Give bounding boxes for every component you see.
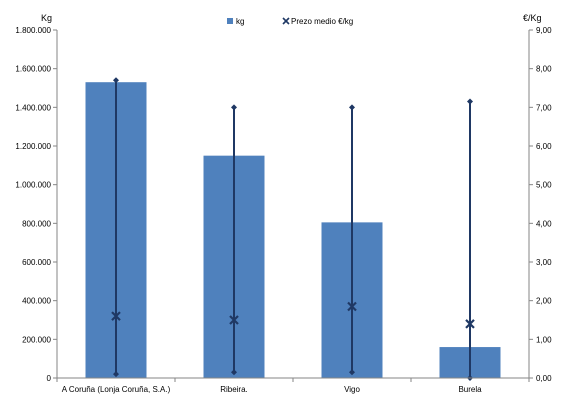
y-tick-label: 400.000: [22, 297, 51, 306]
price-max-marker: [349, 104, 355, 111]
y-tick-label: 1.200.000: [15, 142, 51, 151]
bars: [85, 82, 501, 378]
y2-axis-title: €/Kg: [523, 13, 542, 23]
price-max-marker: [467, 98, 473, 105]
y-axis-ticks: 0 200.000 400.000 600.000 800.000 1.000.000 1.…: [15, 26, 57, 383]
x-tick-label: Vigo: [344, 385, 360, 394]
y-tick-label: 1.000.000: [15, 181, 51, 190]
y-tick-label: 0: [47, 374, 52, 383]
axes: [56, 30, 530, 379]
y2-tick-label: 2,00: [536, 297, 552, 306]
x-tick-label: Ribeira.: [220, 385, 248, 394]
price-min-marker: [113, 371, 119, 378]
price-average-marker: [111, 311, 121, 321]
y2-tick-label: 5,00: [536, 181, 552, 190]
y2-tick-label: 1,00: [536, 335, 552, 344]
price-max-marker: [113, 77, 119, 84]
x-tick-label: Burela: [458, 385, 482, 394]
y-tick-label: 1.400.000: [15, 103, 51, 112]
price-average-marker: [465, 319, 475, 329]
legend-label-price: Prezo medio €/kg: [291, 17, 353, 26]
y2-tick-label: 8,00: [536, 65, 552, 74]
legend: kg Prezo medio €/kg: [227, 17, 353, 26]
x-tick-label: A Coruña (Lonja Coruña, S.A.): [62, 385, 171, 394]
y-tick-label: 200.000: [22, 335, 51, 344]
x-axis-labels: A Coruña (Lonja Coruña, S.A.) Ribeira. Vig…: [56, 378, 530, 394]
y2-tick-label: 6,00: [536, 142, 552, 151]
y2-tick-label: 0,00: [536, 374, 552, 383]
y-tick-label: 1.600.000: [15, 65, 51, 74]
price-ranges: [111, 77, 475, 381]
price-average-marker: [347, 301, 357, 312]
y2-tick-label: 3,00: [536, 258, 552, 267]
legend-marker-price: [282, 17, 290, 25]
legend-swatch-kg: [227, 18, 233, 24]
y2-tick-label: 4,00: [536, 219, 552, 228]
price-min-marker: [231, 369, 237, 376]
price-min-marker: [349, 369, 355, 376]
y-tick-label: 1.800.000: [15, 26, 51, 35]
y-axis-title: Kg: [41, 13, 52, 23]
legend-label-kg: kg: [236, 17, 244, 26]
legend-marker-stroke: [282, 17, 290, 25]
price-max-marker: [231, 104, 237, 111]
y-tick-label: 600.000: [22, 258, 51, 267]
y2-axis-ticks: 0,00 1,00 2,00 3,00 4,00 5,00 6,00 7,00 8,00 9,00: [529, 26, 552, 383]
y-tick-label: 800.000: [22, 219, 51, 228]
price-average-marker: [229, 315, 239, 325]
y2-tick-label: 7,00: [536, 103, 552, 112]
y2-tick-label: 9,00: [536, 26, 552, 35]
